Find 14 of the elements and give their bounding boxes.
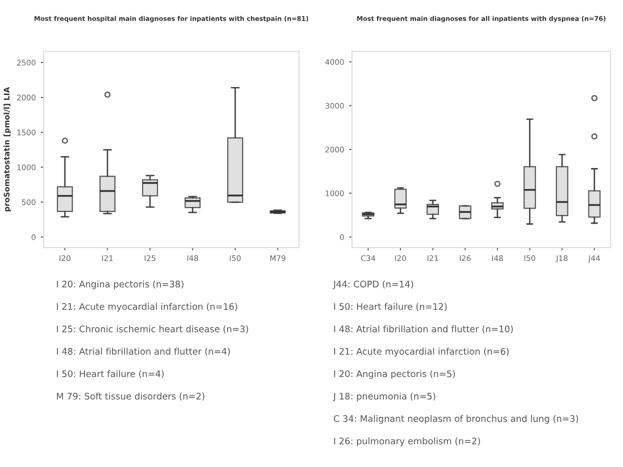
text: J44: COPD (n=14) [332,280,414,290]
text: I 50: Heart failure (n=4) [56,370,164,378]
text: J 18: pneumonia (n=5) [332,392,436,402]
text: I 26: pulmonary embolism (n=2) [334,437,480,446]
text: I 48: Atrial fibrillation and flutter (n=10) [334,325,513,334]
text: I 21: Acute myocardial infarction (n=6) [334,348,509,356]
text: I 50: Heart failure (n=12) [334,302,447,311]
text: I 48: Atrial fibrillation and flutter (n=4) [56,348,230,356]
text: I 20: Angina pectoris (n=38) [56,280,184,290]
text: I 20: Angina pectoris (n=5) [334,370,455,379]
text: M 79: Soft tissue disorders (n=2) [56,392,204,401]
text: I 21: Acute myocardial infarction (n=16) [56,302,238,312]
text: C 34: Malignant neoplasm of bronchus and lung (n=3) [334,414,578,424]
text: I 25: Chronic ischemic heart disease (n=3) [56,325,248,334]
